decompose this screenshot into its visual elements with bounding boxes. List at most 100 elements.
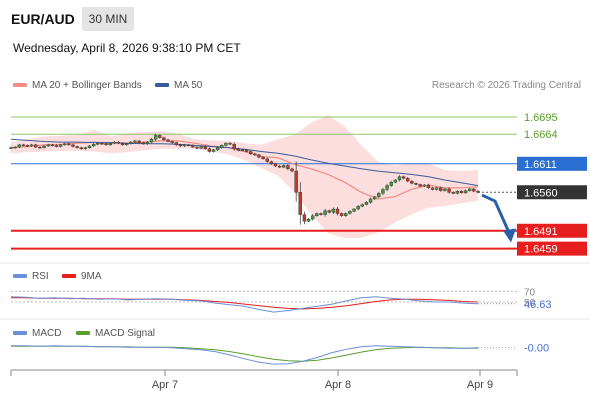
resistance-label: 1.6695 bbox=[524, 112, 558, 124]
legend-rsi: RSI bbox=[13, 271, 49, 282]
candle bbox=[426, 184, 431, 189]
candle bbox=[54, 145, 59, 147]
x-tick-label: Apr 7 bbox=[152, 379, 178, 391]
candle bbox=[360, 204, 364, 207]
legend-macd-signal-label: MACD Signal bbox=[95, 328, 156, 339]
candle bbox=[232, 144, 236, 149]
candle bbox=[451, 192, 455, 194]
candle bbox=[21, 144, 26, 147]
candle bbox=[269, 161, 274, 165]
candle bbox=[162, 137, 166, 141]
candle bbox=[236, 148, 241, 151]
candle bbox=[372, 196, 377, 200]
candle bbox=[112, 141, 117, 144]
candle bbox=[224, 142, 228, 146]
legend-rsi-label: RSI bbox=[32, 271, 49, 282]
candle bbox=[282, 165, 286, 168]
candle bbox=[447, 188, 451, 193]
candle bbox=[443, 188, 447, 191]
candle bbox=[178, 144, 183, 147]
candle bbox=[406, 178, 410, 182]
ma50-swatch bbox=[155, 83, 169, 88]
legend-rsi-ma-label: 9MA bbox=[81, 271, 102, 282]
candle bbox=[422, 184, 426, 187]
candle bbox=[145, 141, 150, 144]
candle bbox=[455, 190, 460, 194]
candle bbox=[199, 146, 203, 149]
candle bbox=[104, 143, 108, 146]
resistance-label: 1.6664 bbox=[524, 129, 558, 141]
support-label: 1.6459 bbox=[524, 244, 558, 256]
candle bbox=[38, 146, 42, 149]
candle bbox=[50, 144, 55, 147]
candle bbox=[116, 141, 121, 144]
candle bbox=[58, 144, 63, 147]
candle bbox=[397, 176, 402, 181]
candle bbox=[174, 142, 179, 146]
macd-current-label: -0.00 bbox=[524, 343, 549, 355]
candle bbox=[286, 165, 290, 170]
candle bbox=[83, 147, 88, 149]
candle bbox=[352, 208, 356, 212]
candle bbox=[261, 156, 265, 159]
rsi-level-label: 50 bbox=[524, 298, 536, 309]
candle bbox=[265, 158, 269, 162]
candle bbox=[273, 163, 278, 167]
legend-macd: MACD bbox=[13, 328, 61, 339]
rsi-line bbox=[10, 296, 479, 313]
candle bbox=[228, 142, 232, 145]
current-price-tag bbox=[517, 185, 587, 200]
macd-swatch bbox=[13, 331, 27, 336]
chart-header: EUR/AUD 30 MIN bbox=[0, 0, 590, 36]
candle bbox=[472, 188, 476, 192]
candle bbox=[339, 213, 344, 216]
timeframe-button[interactable]: 30 MIN bbox=[82, 7, 134, 31]
candle bbox=[302, 214, 307, 222]
candle bbox=[170, 141, 174, 143]
candle bbox=[439, 187, 443, 191]
candle bbox=[203, 146, 207, 149]
candle bbox=[9, 147, 13, 149]
ma50-line bbox=[10, 138, 479, 187]
candle bbox=[459, 190, 464, 194]
candle bbox=[120, 142, 125, 146]
candle bbox=[46, 144, 50, 147]
candle bbox=[191, 145, 195, 148]
candle bbox=[71, 144, 75, 147]
legend-ma20: MA 20 + Bollinger Bands bbox=[13, 80, 142, 91]
macd-line bbox=[11, 345, 479, 365]
credit-text: Research © 2026 Trading Central bbox=[431, 80, 581, 91]
candle bbox=[381, 189, 385, 194]
pair-title: EUR/AUD bbox=[11, 11, 75, 27]
candle bbox=[100, 142, 104, 145]
candle bbox=[430, 187, 435, 190]
support-label: 1.6491 bbox=[524, 226, 558, 238]
candle bbox=[319, 213, 323, 215]
candle bbox=[310, 215, 315, 220]
candle bbox=[25, 145, 30, 147]
legend-macd-label: MACD bbox=[32, 328, 62, 339]
forecast-arrowhead bbox=[503, 228, 516, 243]
candle bbox=[215, 147, 220, 151]
candle bbox=[294, 170, 298, 193]
legend-ma20-label: MA 20 + Bollinger Bands bbox=[32, 80, 142, 91]
candle bbox=[158, 135, 162, 138]
candle bbox=[29, 144, 34, 147]
candle bbox=[182, 144, 187, 147]
candle bbox=[315, 213, 319, 216]
candle bbox=[248, 151, 253, 154]
rsi-level-label: 70 bbox=[524, 287, 536, 298]
candle bbox=[364, 202, 369, 205]
candle bbox=[166, 139, 170, 142]
candle bbox=[207, 148, 212, 152]
candle bbox=[306, 218, 311, 222]
candle bbox=[153, 135, 158, 140]
candle bbox=[75, 146, 79, 148]
forecast-arrow bbox=[481, 193, 511, 234]
candle bbox=[377, 193, 381, 197]
candle bbox=[368, 198, 373, 203]
candle bbox=[79, 147, 83, 149]
candle bbox=[463, 190, 468, 194]
candle bbox=[42, 145, 46, 148]
